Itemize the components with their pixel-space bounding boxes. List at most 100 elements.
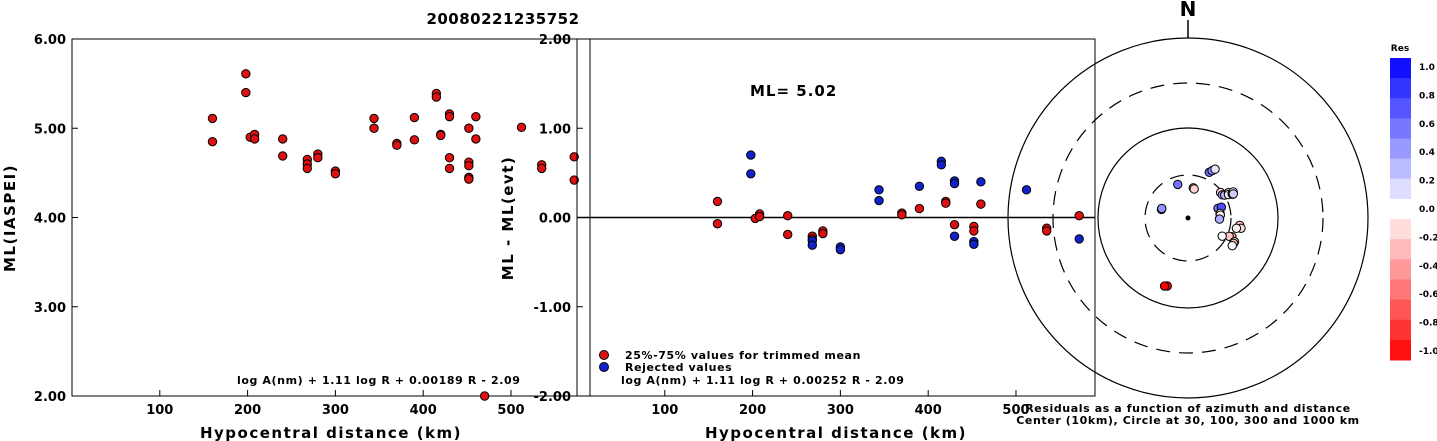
colorbar-cell [1390,239,1411,260]
ml-points [207,69,579,401]
colorbar-tick-label: -0.6 [1419,290,1437,300]
azimuth-point [1159,281,1170,291]
ml-x-tick-label: 500 [497,403,524,418]
residual-point-trimmed [783,211,793,221]
ml-point-trimmed [278,151,288,161]
ml-y-tick-label: 4.00 [34,212,66,227]
ml-x-tick-label: 200 [234,403,261,418]
colorbar-cell [1390,178,1411,200]
residual-y-tick-label: -1.00 [534,301,571,316]
residual-x-tick-label: 400 [915,403,942,418]
colorbar-tick-label: 0.0 [1419,205,1435,215]
circle-100km [1097,127,1279,309]
residual-point-rejected [874,195,884,206]
residual-point-rejected [874,185,884,195]
ml-formula: log A(nm) + 1.11 log R + 0.00189 R - 2.0… [237,374,520,387]
azimuth-point [1157,203,1167,214]
residual-points [712,150,1084,255]
residual-point-trimmed [969,226,979,236]
ml-point-trimmed [369,123,379,133]
colorbar-cell [1390,219,1411,240]
residual-point-rejected [835,244,846,255]
ml-x-tick-label: 400 [410,403,437,418]
residual-point-rejected [976,177,986,187]
ml-point-trimmed [409,135,420,145]
colorbar-cell [1390,279,1411,301]
ml-y-tick-label: 2.00 [34,390,66,405]
residual-point-rejected [969,239,979,249]
polar-caption-line1: Residuals as a function of azimuth and d… [1025,402,1351,415]
colorbar-title: Res [1391,44,1409,54]
residual-point-rejected [949,231,960,241]
ml-panel: 100 200 300 400 500 2.00 3.00 4.00 5.00 6.00 Hypo… [1,33,591,441]
residual-y-axis-label: ML - ML(evt) [499,156,517,280]
ml-point-trimmed [249,134,260,144]
colorbar-cell [1390,58,1411,79]
ml-point-trimmed [241,87,251,98]
ml-point-trimmed [330,169,341,179]
ml-x-axis-label: Hypocentral distance (km) [200,424,462,441]
residual-point-rejected [936,160,947,170]
ml-y-axis-label: ML(IASPEI) [1,164,19,272]
ml-y-tick-label: 5.00 [34,122,66,137]
ml-point-trimmed [302,163,312,174]
residual-point-trimmed [976,199,986,209]
residual-point-trimmed [949,219,960,230]
colorbar-cell [1390,138,1411,160]
colorbar-cell [1390,319,1411,341]
ml-point-trimmed [516,122,527,133]
ml-value-label: ML= 5.02 [750,82,837,100]
colorbar-cell [1390,78,1411,99]
residual-point-trimmed [783,229,793,240]
ml-point-trimmed [392,140,402,150]
residual-x-tick-label: 500 [1002,403,1029,418]
legend-label-rejected: Rejected values [625,361,732,374]
azimuth-point [1231,223,1242,233]
azimuth-point [1189,184,1199,194]
azimuth-point [1173,179,1183,190]
colorbar-cell [1390,259,1411,280]
residual-point-trimmed [914,203,925,214]
colorbar-tick-label: 0.6 [1419,120,1435,130]
ml-point-trimmed [569,152,579,162]
epicenter-dot [1185,215,1191,221]
residual-point-trimmed [712,219,723,229]
legend-marker-trimmed [599,350,609,360]
circle-30km [1144,174,1232,262]
ml-point-trimmed [369,113,379,124]
colorbar-cell [1390,98,1411,119]
ml-point-trimmed [444,111,455,122]
ml-point-trimmed [471,134,481,144]
residual-point-trimmed [818,228,828,239]
residual-point-rejected [746,169,756,179]
north-label: N [1180,0,1197,21]
residual-x-tick-label: 200 [739,403,766,418]
ml-point-trimmed [479,391,490,401]
colorbar-tick-label: -0.4 [1419,262,1437,272]
residual-point-trimmed [897,210,907,220]
legend-label-trimmed: 25%-75% values for trimmed mean [625,349,861,362]
colorbar-tick-label: -0.8 [1419,319,1437,329]
residual-point-trimmed [754,211,765,222]
polar-caption-line2: Center (10km), Circle at 30, 100, 300 an… [1016,414,1360,427]
azimuth-point [1217,231,1227,241]
residual-panel: 100 200 300 400 500 -2.00 -1.00 0.00 1.00 2.00 Hy… [499,33,1096,441]
colorbar-tick-label: 0.4 [1419,148,1435,158]
ml-y-tick-label: 3.00 [34,301,66,316]
colorbar-cell [1390,198,1411,220]
residual-axis-ticks: 100 200 300 400 500 -2.00 -1.00 0.00 1.00 2.00 [534,33,1030,418]
ml-point-trimmed [278,134,288,144]
azimuth-points [1156,164,1246,291]
ml-axis-ticks: 100 200 300 400 500 2.00 3.00 4.00 5.00 6.00 [34,33,525,418]
residual-x-tick-label: 100 [651,403,678,418]
residual-formula: log A(nm) + 1.11 log R + 0.00252 R - 2.0… [621,374,904,387]
ml-point-trimmed [444,163,455,174]
azimuth-point [1210,164,1220,174]
residual-point-rejected [1021,185,1032,195]
ml-point-trimmed [464,174,474,184]
residual-y-tick-label: 0.00 [539,212,571,227]
residual-point-rejected [949,178,960,189]
residual-point-trimmed [941,198,951,208]
colorbar-cell [1390,158,1411,180]
